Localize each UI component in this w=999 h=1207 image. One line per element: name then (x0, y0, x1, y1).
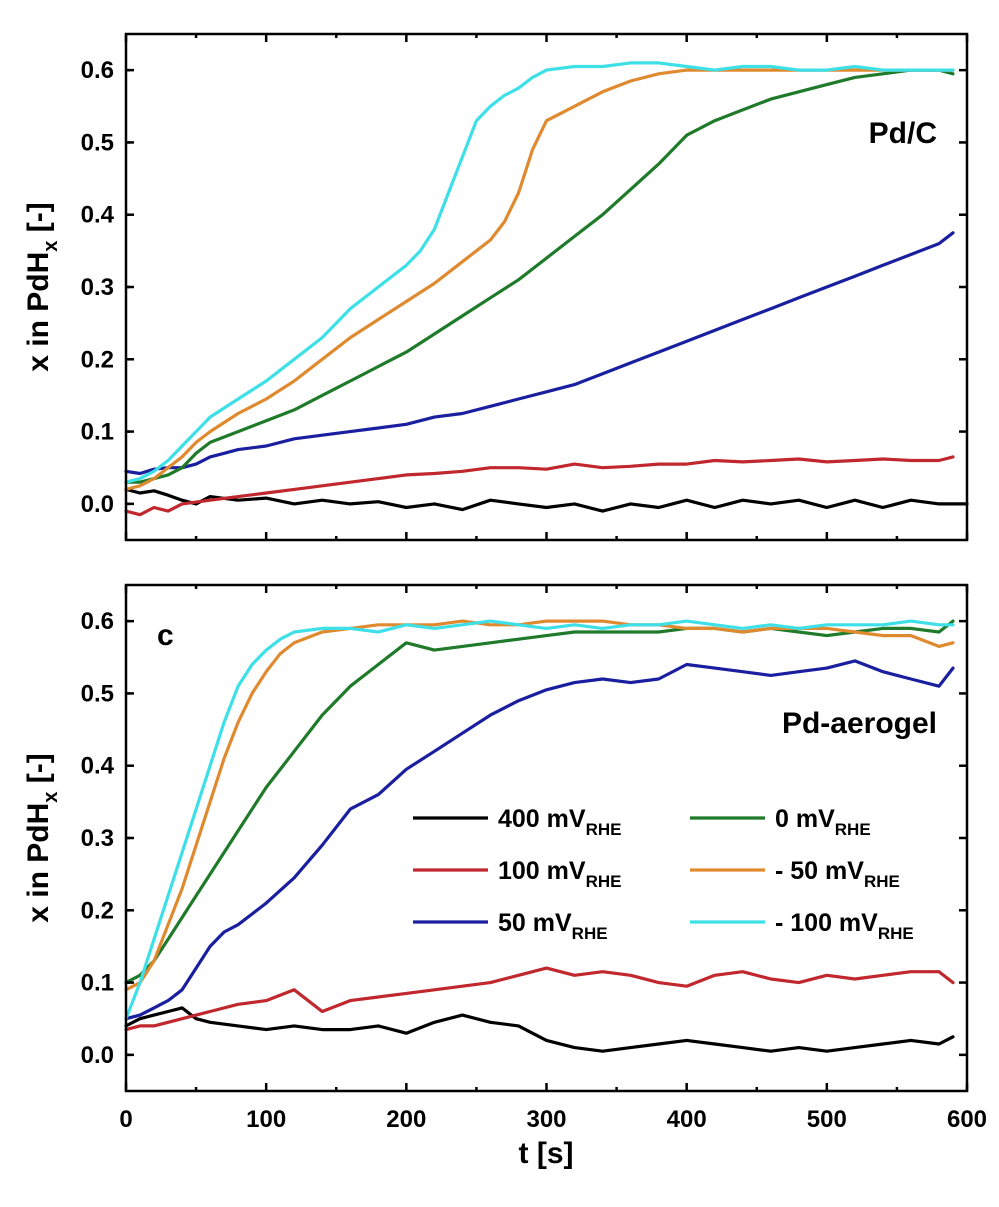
x-tick-label: 0 (119, 1106, 132, 1133)
x-tick-label: 600 (947, 1106, 987, 1133)
panel-pd-c-frame (124, 32, 969, 542)
y-tick-label: 0.1 (81, 970, 114, 997)
y-tick-label: 0.5 (81, 680, 114, 707)
panel-pd-c-lines (124, 61, 969, 517)
panel-pd-aerogel-lines (124, 619, 955, 1053)
y-tick-label: 0.3 (81, 274, 114, 301)
series-line (124, 1006, 955, 1053)
x-tick-label: 500 (807, 1106, 847, 1133)
panel-pd-c-label: Pd/C (869, 117, 937, 150)
y-tick-label: 0.2 (81, 346, 114, 373)
legend-entry: 50 mVRHE (498, 909, 608, 943)
y-tick-label: 0.4 (81, 202, 115, 229)
series-line (124, 487, 969, 513)
x-axis-title: t [s] (519, 1137, 574, 1170)
series-line (124, 231, 955, 476)
x-tick-label: 100 (246, 1106, 286, 1133)
panel-pd-c-ticks: 0.0 0.1 0.2 0.3 0.4 0.5 0.6 (81, 34, 969, 540)
series-line (124, 966, 955, 1032)
y-tick-label: 0.6 (81, 57, 114, 84)
panel-pd-aerogel: 0.0 0.1 0.2 0.3 0.4 0.5 0.6 0 100 200 300 400 500 600… (22, 583, 987, 1170)
y-tick-label: 0.3 (81, 825, 114, 852)
legend: 400 mVRHE 100 mVRHE 50 mVRHE 0 mVRHE - 50 mV… (413, 805, 914, 943)
panel-corner-label: c (157, 619, 174, 652)
panel-pd-c-ylabel: x in PdHx [-] (22, 202, 62, 371)
panel-pd-aerogel-label: Pd-aerogel (782, 707, 937, 740)
series-line (124, 619, 955, 1021)
y-tick-label: 0.5 (81, 129, 114, 156)
series-line (124, 659, 955, 1021)
y-tick-label: 0.1 (81, 419, 114, 446)
x-tick-label: 300 (526, 1106, 566, 1133)
series-line (124, 619, 955, 985)
legend-entry: 0 mVRHE (775, 805, 871, 839)
panel-pd-aerogel-ylabel: x in PdHx [-] (22, 753, 62, 922)
series-line (124, 455, 955, 517)
panel-pd-aerogel-ticks: 0.0 0.1 0.2 0.3 0.4 0.5 0.6 0 100 200 300 400 500 600 (81, 585, 987, 1133)
legend-entry: 100 mVRHE (498, 857, 621, 891)
y-tick-label: 0.6 (81, 608, 114, 635)
y-tick-label: 0.2 (81, 897, 114, 924)
x-tick-label: 400 (667, 1106, 707, 1133)
legend-entry: 400 mVRHE (498, 805, 621, 839)
legend-entry: - 50 mVRHE (775, 857, 900, 891)
y-tick-label: 0.0 (81, 491, 114, 518)
x-tick-label: 200 (386, 1106, 426, 1133)
series-line (124, 68, 955, 484)
legend-entry: - 100 mVRHE (775, 909, 914, 943)
series-line (124, 61, 955, 484)
y-tick-label: 0.0 (81, 1042, 114, 1069)
panel-pd-c: 0.0 0.1 0.2 0.3 0.4 0.5 0.6 Pd/C x in PdHx [-] (22, 32, 969, 542)
y-tick-label: 0.4 (81, 753, 115, 780)
